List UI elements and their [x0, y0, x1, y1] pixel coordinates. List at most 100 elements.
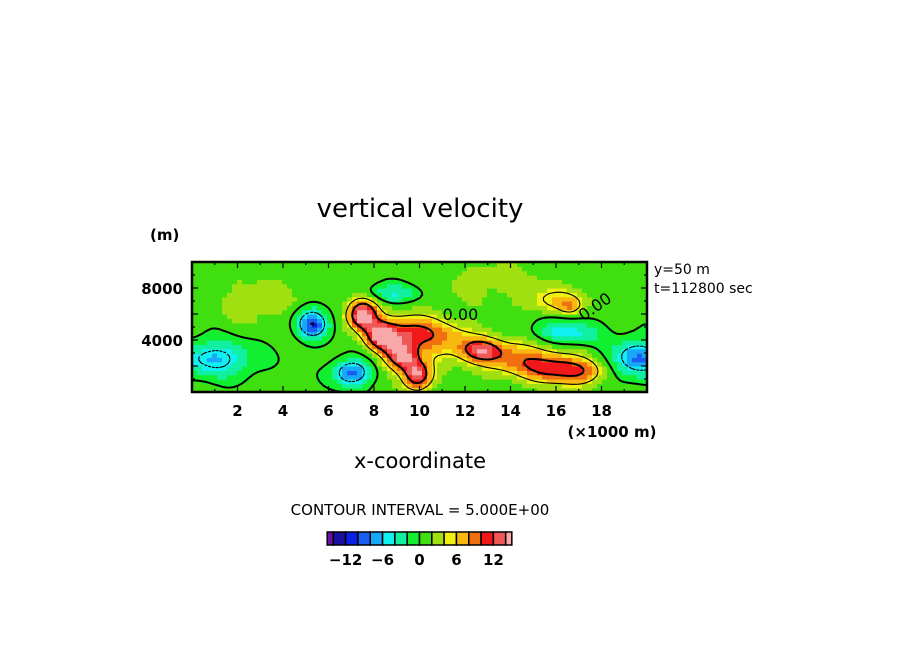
field-cell — [462, 361, 468, 367]
field-cell — [427, 331, 433, 337]
field-cell — [392, 318, 398, 324]
field-cell — [432, 275, 438, 280]
field-cell — [222, 361, 228, 367]
field-cell — [297, 331, 303, 337]
field-cell — [442, 322, 448, 328]
field-cell — [497, 387, 503, 393]
field-cell — [232, 275, 238, 280]
field-cell — [522, 374, 528, 380]
field-cell — [617, 292, 623, 298]
field-cell — [617, 318, 623, 324]
field-cell — [532, 353, 538, 358]
field-cell — [482, 335, 488, 341]
field-cell — [462, 383, 468, 389]
field-cell — [527, 361, 533, 367]
field-cell — [262, 262, 268, 267]
field-cell — [407, 357, 413, 363]
field-cell — [527, 314, 533, 319]
field-cell — [282, 301, 288, 306]
field-cell — [567, 262, 573, 267]
field-cell — [572, 301, 578, 306]
field-cell — [522, 335, 528, 341]
field-cell — [237, 275, 243, 280]
field-cell — [397, 387, 403, 393]
field-cell — [202, 383, 208, 389]
field-cell — [637, 292, 643, 298]
field-cell — [517, 309, 523, 315]
field-cell — [562, 314, 568, 319]
field-cell — [232, 279, 238, 285]
field-cell — [217, 309, 223, 315]
field-cell — [562, 340, 568, 345]
field-cell — [362, 387, 368, 393]
field-cell — [327, 361, 333, 367]
field-cell — [282, 331, 288, 337]
field-cell — [382, 305, 388, 311]
field-cell — [342, 357, 348, 363]
field-cell — [347, 331, 353, 337]
field-cell — [367, 279, 373, 285]
field-cell — [607, 275, 613, 280]
field-cell — [362, 270, 368, 276]
field-cell — [542, 270, 548, 276]
field-cell — [422, 314, 428, 319]
field-cell — [632, 322, 638, 328]
field-heatmap — [192, 262, 648, 393]
field-cell — [272, 374, 278, 380]
field-cell — [367, 348, 373, 354]
field-cell — [562, 327, 568, 332]
field-cell — [367, 314, 373, 319]
field-cell — [332, 262, 338, 267]
field-cell — [377, 366, 383, 371]
field-cell — [622, 374, 628, 380]
field-cell — [547, 309, 553, 315]
field-cell — [442, 309, 448, 315]
field-cell — [562, 361, 568, 367]
field-cell — [522, 366, 528, 371]
field-cell — [622, 283, 628, 289]
field-cell — [332, 379, 338, 384]
field-cell — [417, 353, 423, 358]
field-cell — [482, 379, 488, 384]
field-cell — [567, 314, 573, 319]
field-cell — [467, 266, 473, 272]
field-cell — [217, 387, 223, 393]
field-cell — [242, 357, 248, 363]
field-cell — [317, 348, 323, 354]
field-cell — [202, 322, 208, 328]
field-cell — [467, 309, 473, 315]
field-cell — [392, 292, 398, 298]
field-cell — [437, 379, 443, 384]
field-cell — [642, 361, 648, 367]
field-cell — [552, 379, 558, 384]
field-cell — [597, 327, 603, 332]
field-cell — [272, 296, 278, 302]
field-cell — [427, 374, 433, 380]
field-cell — [582, 262, 588, 267]
field-cell — [447, 379, 453, 384]
field-cell — [542, 279, 548, 285]
field-cell — [542, 361, 548, 367]
field-cell — [427, 279, 433, 285]
field-cell — [562, 387, 568, 393]
field-cell — [557, 279, 563, 285]
field-cell — [382, 288, 388, 293]
field-cell — [577, 340, 583, 345]
field-cell — [197, 262, 203, 267]
field-cell — [417, 283, 423, 289]
field-cell — [422, 379, 428, 384]
field-cell — [347, 344, 353, 350]
field-cell — [212, 331, 218, 337]
field-cell — [322, 379, 328, 384]
field-cell — [382, 283, 388, 289]
field-cell — [572, 288, 578, 293]
field-cell — [622, 370, 628, 376]
field-cell — [267, 353, 273, 358]
field-cell — [272, 322, 278, 328]
field-cell — [217, 318, 223, 324]
field-cell — [227, 322, 233, 328]
field-cell — [202, 370, 208, 376]
field-cell — [462, 283, 468, 289]
field-cell — [492, 301, 498, 306]
field-cell — [282, 353, 288, 358]
